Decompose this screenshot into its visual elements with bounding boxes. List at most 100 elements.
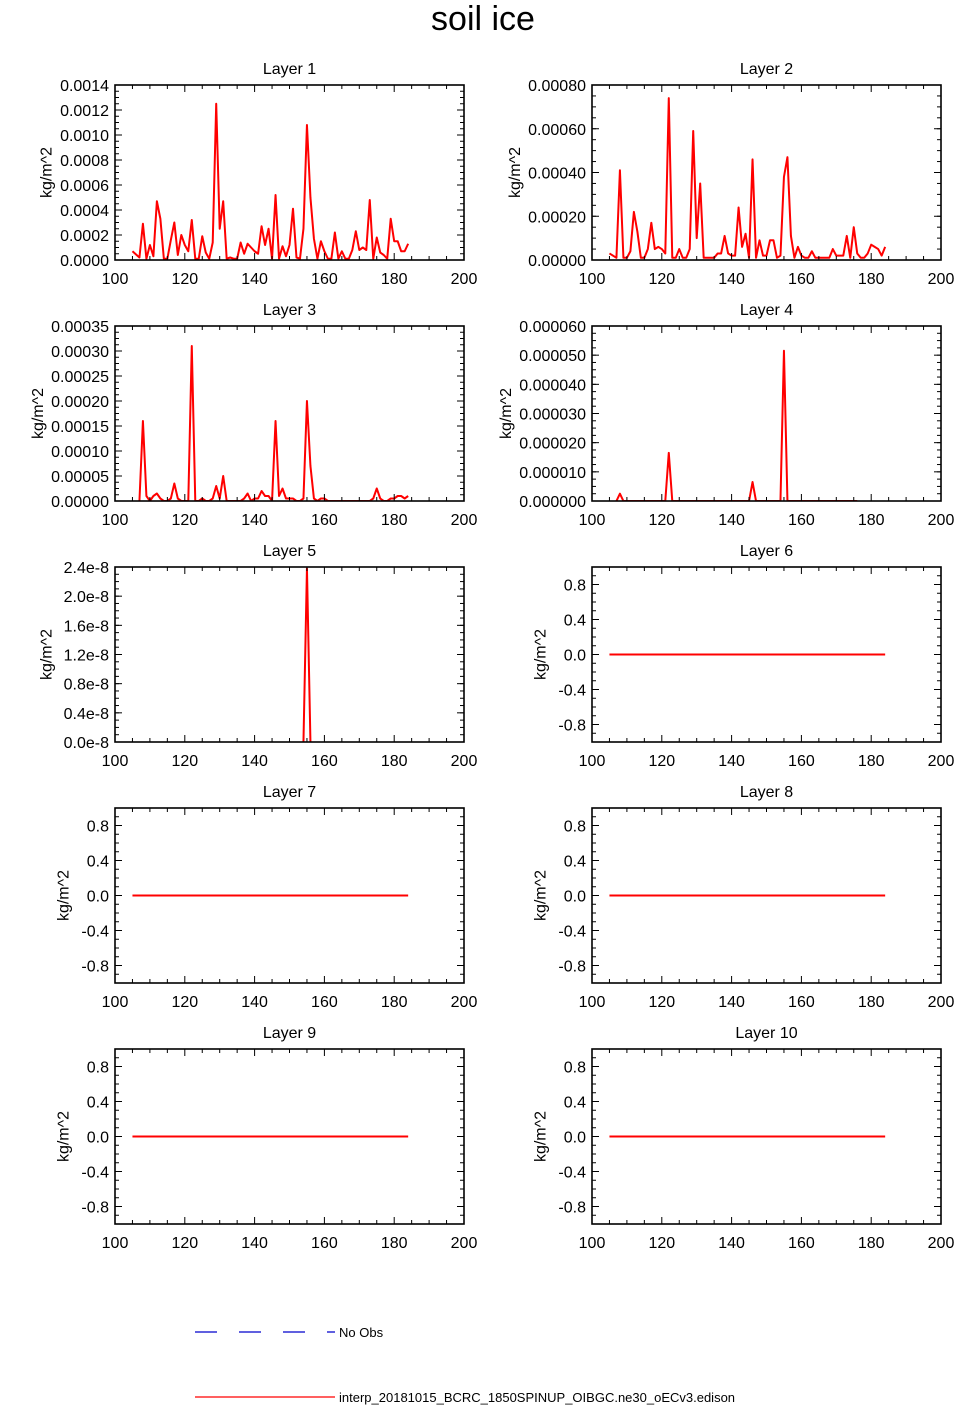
x-tick-label: 160: [311, 753, 338, 770]
x-tick-label: 100: [579, 994, 606, 1011]
x-tick-label: 200: [928, 994, 955, 1011]
panel-title: Layer 4: [740, 302, 793, 319]
panel-2: 100 120 140 160 180 200 0.00000 0.00020 0.00040 0…: [507, 61, 955, 288]
x-tick-label: 160: [788, 1235, 815, 1252]
panel-title: Layer 5: [263, 543, 316, 560]
x-tick-label: 120: [648, 271, 675, 288]
y-tick-label: 0.0008: [60, 153, 109, 170]
y-tick-label: 0.0012: [60, 103, 109, 120]
y-tick-label: -0.4: [81, 1165, 109, 1182]
x-tick-label: 180: [381, 271, 408, 288]
x-tick-label: 100: [102, 994, 129, 1011]
x-tick-label: 160: [788, 753, 815, 770]
x-tick-label: 100: [102, 271, 129, 288]
x-tick-label: 180: [381, 1235, 408, 1252]
y-axis-label: kg/m^2: [533, 629, 550, 680]
y-tick-label: 0.000010: [519, 465, 586, 482]
y-tick-label: -0.8: [81, 1200, 109, 1217]
panel-7: 100 120 140 160 180 200 -0.8 -0.4 0.0 0.4 0.8 Layer…: [56, 784, 478, 1011]
panel-title: Layer 8: [740, 784, 793, 801]
panel-title: Layer 3: [263, 302, 316, 319]
y-tick-label: 0.00030: [51, 344, 109, 361]
x-tick-label: 180: [381, 512, 408, 529]
y-tick-label: 0.000030: [519, 407, 586, 424]
y-tick-label: 0.8: [564, 1060, 586, 1077]
y-axis-label: kg/m^2: [38, 629, 55, 680]
x-tick-label: 180: [858, 271, 885, 288]
y-tick-label: -0.8: [558, 718, 586, 735]
y-tick-label: 0.00020: [51, 394, 109, 411]
y-tick-label: 1.2e-8: [64, 648, 109, 665]
y-tick-label: 0.0004: [60, 203, 109, 220]
data-line: [131, 102, 410, 260]
y-tick-label: 0.0e-8: [64, 735, 109, 752]
y-tick-label: 0.00000: [51, 494, 109, 511]
y-axis-label: kg/m^2: [533, 870, 550, 921]
y-tick-label: 0.4: [87, 854, 109, 871]
y-axis-label: kg/m^2: [56, 870, 73, 921]
panel-9: 100 120 140 160 180 200 -0.8 -0.4 0.0 0.4 0.8 Layer…: [56, 1025, 478, 1252]
y-tick-label: 0.4: [564, 613, 586, 630]
panel-5: 100 120 140 160 180 200 0.0e-8 0.4e-8 0.8e-8 1.2e…: [38, 543, 477, 770]
panel-title: Layer 10: [735, 1025, 797, 1042]
plot-frame: [114, 84, 465, 261]
y-tick-label: 0.8: [564, 578, 586, 595]
y-tick-label: 0.00000: [528, 253, 586, 270]
x-tick-label: 180: [381, 753, 408, 770]
y-axis-label: kg/m^2: [507, 147, 524, 198]
x-tick-label: 120: [648, 753, 675, 770]
y-tick-label: 0.8: [87, 1060, 109, 1077]
y-tick-label: 0.000020: [519, 436, 586, 453]
y-axis-label: kg/m^2: [56, 1111, 73, 1162]
x-tick-label: 140: [718, 512, 745, 529]
y-tick-label: 0.4: [564, 854, 586, 871]
y-tick-label: 0.0000: [60, 253, 109, 270]
panel-title: Layer 9: [263, 1025, 316, 1042]
x-tick-label: 200: [928, 1235, 955, 1252]
y-tick-label: 0.00025: [51, 369, 109, 386]
panel-6: 100 120 140 160 180 200 -0.8 -0.4 0.0 0.4 0.8 Layer…: [533, 543, 955, 770]
y-tick-label: -0.8: [558, 1200, 586, 1217]
x-tick-label: 180: [858, 753, 885, 770]
legend-label: No Obs: [339, 1325, 384, 1340]
x-tick-label: 160: [788, 512, 815, 529]
y-tick-label: 0.0014: [60, 78, 109, 95]
y-tick-label: -0.4: [558, 924, 586, 941]
data-line: [138, 345, 409, 501]
x-tick-label: 120: [648, 994, 675, 1011]
x-tick-label: 160: [311, 512, 338, 529]
x-tick-label: 200: [451, 271, 478, 288]
y-tick-label: 0.0: [564, 889, 586, 906]
x-tick-label: 140: [718, 271, 745, 288]
x-tick-label: 200: [451, 1235, 478, 1252]
x-tick-label: 180: [858, 994, 885, 1011]
x-tick-label: 140: [241, 271, 268, 288]
x-tick-label: 200: [928, 271, 955, 288]
x-tick-label: 140: [241, 753, 268, 770]
y-tick-label: 0.00020: [528, 209, 586, 226]
x-tick-label: 200: [451, 753, 478, 770]
x-tick-label: 100: [579, 753, 606, 770]
y-tick-label: 0.000000: [519, 494, 586, 511]
y-axis-label: kg/m^2: [498, 388, 515, 439]
plot-frame: [114, 566, 465, 743]
y-tick-label: 0.00040: [528, 166, 586, 183]
panel-title: Layer 6: [740, 543, 793, 560]
x-tick-label: 120: [171, 271, 198, 288]
x-tick-label: 140: [241, 1235, 268, 1252]
y-tick-label: 0.8e-8: [64, 677, 109, 694]
x-tick-label: 160: [311, 271, 338, 288]
y-tick-label: 0.00010: [51, 444, 109, 461]
x-tick-label: 120: [648, 1235, 675, 1252]
y-tick-label: 0.000060: [519, 319, 586, 336]
y-tick-label: 0.0002: [60, 228, 109, 245]
y-tick-label: 0.000050: [519, 348, 586, 365]
x-tick-label: 180: [381, 994, 408, 1011]
x-tick-label: 100: [102, 753, 129, 770]
panel-1: 100 120 140 160 180 200 0.0000 0.0002 0.0004 0.00…: [38, 61, 477, 288]
y-tick-label: 0.000040: [519, 377, 586, 394]
x-tick-label: 140: [241, 512, 268, 529]
y-tick-label: 0.00060: [528, 122, 586, 139]
x-tick-label: 120: [171, 994, 198, 1011]
